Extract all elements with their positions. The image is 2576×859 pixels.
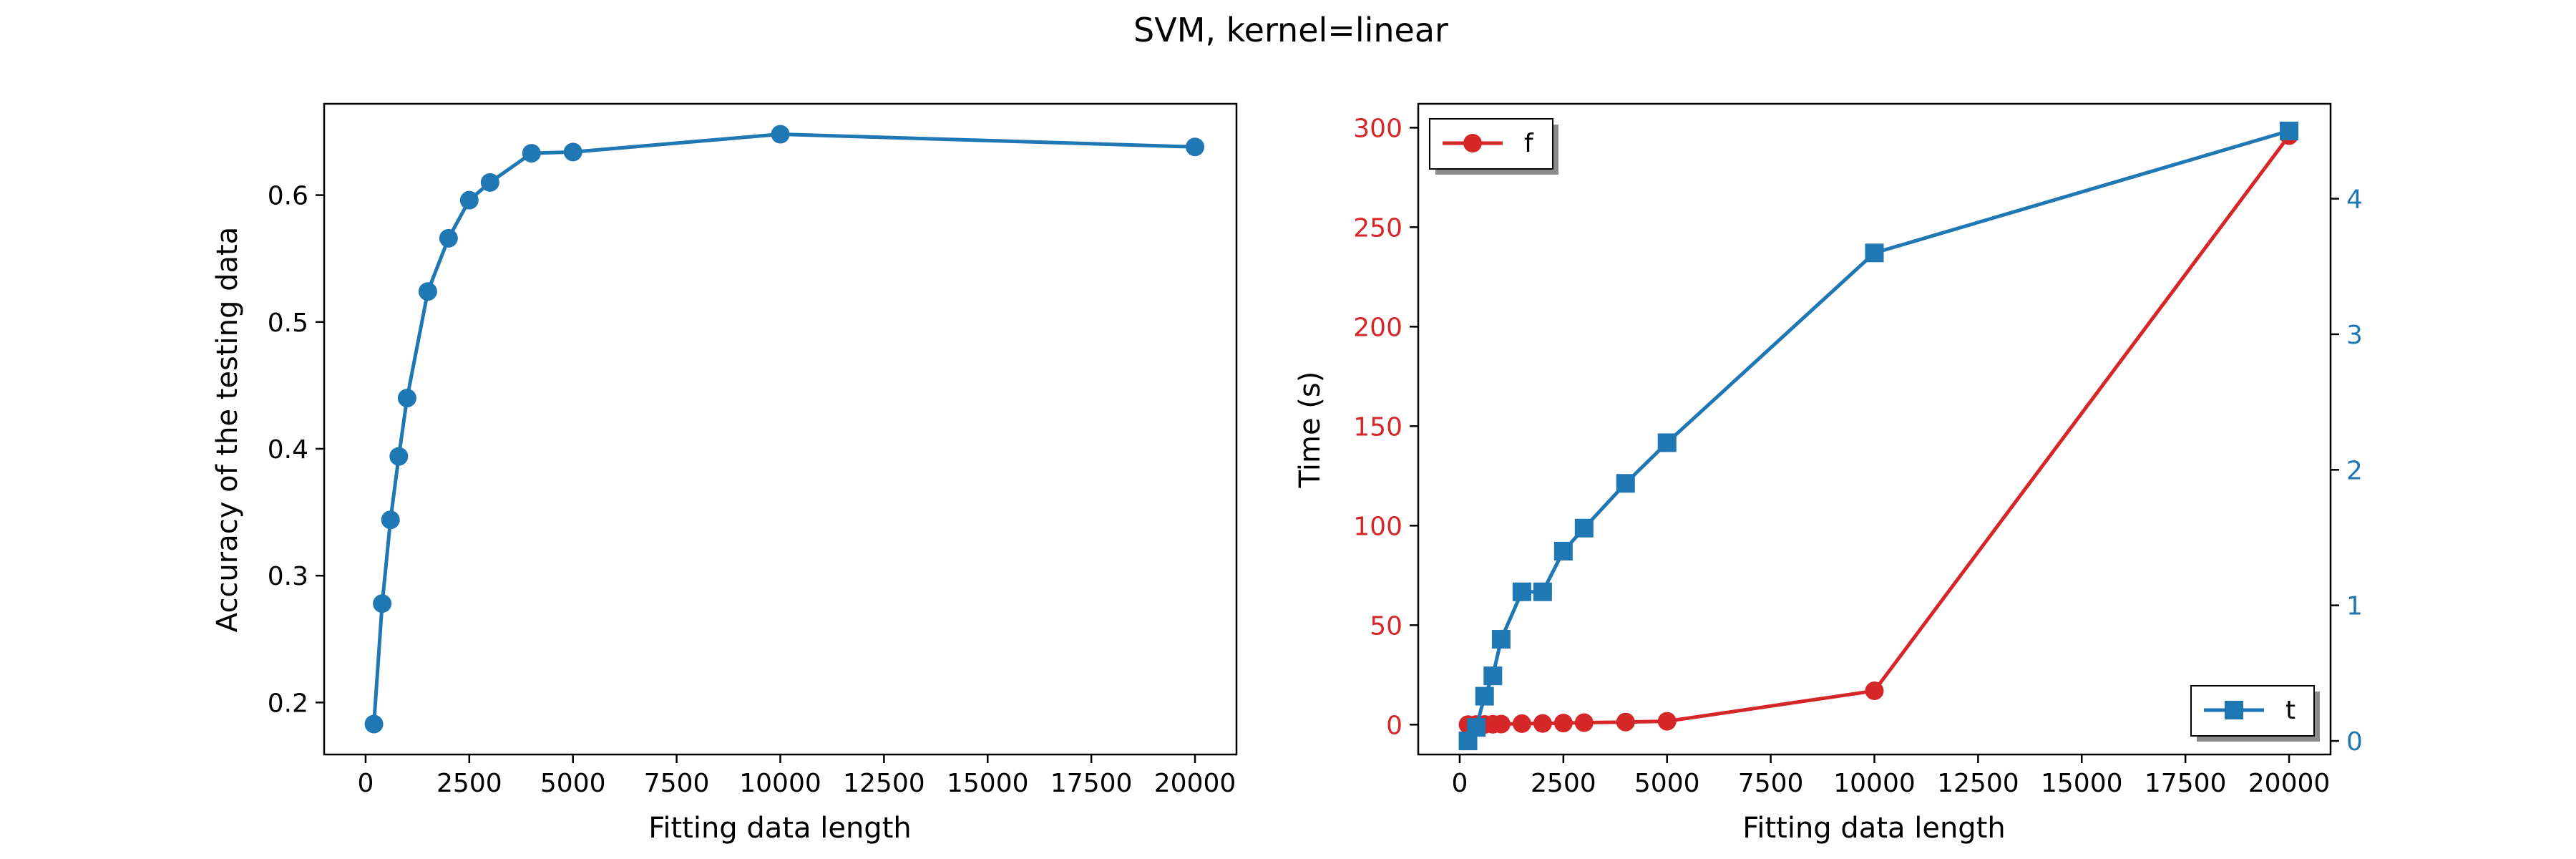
left-x-x-tick-label: 15000	[947, 769, 1029, 798]
series-f-point	[1657, 712, 1677, 731]
accuracy-point	[373, 594, 392, 613]
accuracy-point	[522, 144, 541, 163]
left-y-tick-label: 0.2	[268, 689, 308, 718]
left-x-x-tick-label: 0	[358, 769, 374, 798]
left-x-x-tick-label: 10000	[739, 769, 821, 798]
series-t-point	[1533, 582, 1552, 601]
series-f-point	[1553, 714, 1573, 733]
figure-title: SVM, kernel=linear	[1133, 11, 1448, 49]
right-y-left-tick-label: 50	[1370, 611, 1402, 641]
right-y-left-tick-label: 100	[1353, 512, 1402, 541]
series-t-point	[1512, 582, 1531, 601]
series-f-point	[1574, 713, 1594, 732]
series-t-point	[2280, 121, 2299, 140]
left-y-tick-label: 0.5	[268, 309, 308, 338]
right-y-left-tick-label: 300	[1353, 114, 1402, 143]
right-series	[1458, 121, 2299, 751]
right-y-right-tick-label: 0	[2346, 727, 2363, 757]
right-x-x-tick-label: 2500	[1531, 769, 1596, 798]
right-x-x-tick-label: 10000	[1833, 769, 1916, 798]
right-x-x-tick-label: 0	[1452, 769, 1468, 798]
series-f-point	[1512, 714, 1531, 733]
series-t-point	[1574, 518, 1594, 538]
accuracy-point	[771, 125, 790, 144]
right-x-x-tick-label: 12500	[1937, 769, 2019, 798]
left-y-tick-label: 0.4	[268, 435, 308, 465]
series-f-point	[1616, 712, 1635, 732]
legend-f-marker	[1463, 134, 1482, 152]
right-x-x-tick-label: 5000	[1634, 769, 1700, 798]
accuracy-point	[389, 447, 409, 466]
right-x-x-tick-label: 17500	[2145, 769, 2227, 798]
series-f-point	[1533, 714, 1552, 733]
series-t-line	[1466, 129, 2290, 742]
legend-t-label: t	[2285, 696, 2296, 725]
series-t-point	[1491, 630, 1511, 649]
accuracy-point	[364, 714, 384, 734]
right-y-right-tick-label: 3	[2346, 321, 2363, 350]
right-plot-frame	[1417, 102, 2332, 756]
series-t-point	[1467, 718, 1486, 737]
left-x-x-tick-label: 2500	[436, 769, 502, 798]
right-y-left-tick-label: 250	[1353, 213, 1402, 243]
left-ticks: 0 2500 5000 7500 10000 12500 15000 17500 20000 0.…	[268, 182, 1236, 798]
legend-t-marker	[2225, 701, 2243, 719]
series-t-point	[1553, 541, 1573, 560]
legend-f: f	[1429, 118, 1558, 175]
right-x-x-tick-label: 20000	[2248, 769, 2331, 798]
series-f-point	[1865, 681, 1884, 701]
right-chart: 0 2500 5000 7500 10000 12500 15000 17500 2000005…	[1294, 102, 2363, 845]
right-y-right-tick-label: 1	[2346, 592, 2363, 621]
right-y-left-tick-label: 0	[1386, 711, 1402, 740]
series-t-point	[1475, 686, 1494, 706]
accuracy-point	[418, 282, 437, 301]
right-x-x-tick-label: 15000	[2041, 769, 2123, 798]
left-chart: 0 2500 5000 7500 10000 12500 15000 17500 20000 0.…	[211, 102, 1238, 845]
left-x-x-tick-label: 20000	[1154, 769, 1236, 798]
left-y-tick-label: 0.6	[268, 182, 308, 211]
series-t-point	[1483, 666, 1503, 686]
left-x-x-tick-label: 12500	[843, 769, 925, 798]
series-f-point	[1491, 714, 1511, 734]
accuracy-point	[480, 173, 499, 192]
accuracy-point	[439, 228, 458, 248]
left-y-axis-label: Accuracy of the testing data	[211, 227, 244, 632]
left-x-x-tick-label: 7500	[644, 769, 710, 798]
right-x-axis-label: Fitting data length	[1742, 812, 2005, 845]
accuracy-point	[459, 190, 479, 210]
right-y-right-tick-label: 4	[2346, 185, 2363, 215]
left-series	[364, 125, 1205, 734]
left-x-x-tick-label: 5000	[540, 769, 606, 798]
series-t-point	[1616, 474, 1635, 493]
right-ticks: 0 2500 5000 7500 10000 12500 15000 17500 2000005…	[1353, 114, 2363, 798]
series-f-line	[1468, 134, 2291, 727]
accuracy-line	[372, 132, 1196, 724]
right-y-axis-label: Time (s)	[1294, 372, 1327, 489]
accuracy-point	[381, 510, 400, 530]
accuracy-point	[397, 389, 416, 408]
right-y-left-tick-label: 200	[1353, 313, 1402, 342]
accuracy-point	[563, 142, 582, 162]
series-t-point	[1657, 433, 1677, 452]
left-x-axis-label: Fitting data length	[648, 812, 911, 845]
accuracy-point	[1186, 137, 1205, 157]
left-y-tick-label: 0.3	[268, 562, 308, 591]
right-x-x-tick-label: 7500	[1738, 769, 1804, 798]
legend-t: t	[2190, 685, 2320, 742]
right-y-right-tick-label: 2	[2346, 456, 2363, 485]
left-plot-frame	[323, 102, 1238, 756]
left-x-x-tick-label: 17500	[1050, 769, 1133, 798]
right-y-left-tick-label: 150	[1353, 412, 1402, 442]
legend-f-label: f	[1524, 129, 1534, 158]
series-t-point	[1865, 243, 1884, 263]
